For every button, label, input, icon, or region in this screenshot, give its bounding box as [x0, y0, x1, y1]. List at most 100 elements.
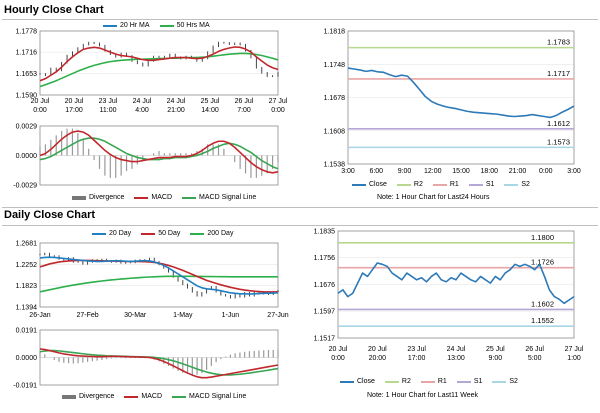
hourly-50hr-ma-line — [39, 52, 279, 88]
daily-pivot-y-tick-label: 1.1597 — [314, 309, 336, 316]
legend-swatch — [504, 183, 519, 186]
daily-pivot-y-tick-label: 1.1517 — [314, 336, 336, 343]
daily-pivot-x-tick-label: 23 Jul — [407, 346, 426, 353]
legend-swatch — [190, 232, 205, 235]
legend-label: R2 — [401, 378, 411, 385]
legend-swatch — [468, 183, 483, 186]
legend-label: MACD — [141, 393, 163, 400]
legend-swatch — [182, 196, 197, 199]
daily-200-day-line — [39, 275, 278, 293]
legend-label: S2 — [509, 378, 518, 385]
legend-swatch — [396, 183, 411, 186]
daily-pivot-x-tick-label: 1:00 — [567, 355, 581, 362]
hourly-price-y-tick-label: 1.1653 — [16, 71, 38, 78]
hourly-pivot-y-tick-label: 1.1608 — [324, 128, 346, 135]
legend-label: R1 — [449, 181, 459, 188]
legend-macd: MACD — [124, 393, 162, 400]
daily-price-y-tick-label: 1.2252 — [16, 262, 38, 269]
hourly-price-x-tick-label: 20 Jul — [31, 98, 50, 105]
hourly-price-x-tick-label: 14:00 — [201, 107, 219, 114]
daily-pivot-y-tick-label: 1.1835 — [314, 229, 336, 236]
hourly-price-x-tick-label: 7:00 — [237, 107, 251, 114]
legend-swatch — [62, 394, 76, 399]
legend-r2: R2 — [396, 181, 423, 188]
legend-swatch — [352, 183, 366, 186]
legend-swatch — [92, 232, 106, 235]
daily-pivot-r2-label: 1.1800 — [531, 233, 554, 242]
legend-s1: S1 — [468, 181, 495, 188]
hourly-macd-y-tick-label: -0.0029 — [13, 183, 37, 190]
legend-label: Divergence — [89, 194, 125, 201]
daily-pivot-x-tick-label: 26 Jul — [525, 346, 544, 353]
daily-pivot-x-tick-label: 25 Jul — [486, 346, 505, 353]
hourly-price-x-tick-label: 24 Jul — [133, 98, 152, 105]
legend-close: Close — [352, 181, 387, 188]
daily-macd-line — [39, 348, 279, 379]
daily-pivot-close-line — [337, 262, 575, 305]
daily-price-x-tick-label: 30-Mar — [124, 312, 147, 319]
legend-label: R1 — [437, 378, 447, 385]
hourly-price-y-tick-label: 1.1716 — [16, 50, 38, 57]
daily-macd-y-tick-label: 0.0191 — [16, 328, 38, 335]
legend-close: Close — [340, 378, 375, 385]
hourly-price-x-tick-label: 11:00 — [100, 107, 117, 114]
legend-divergence: Divergence — [72, 194, 124, 201]
daily-macd-y-tick-label: -0.0191 — [13, 383, 37, 390]
hourly-pivot-x-tick-label: 3:00 — [567, 168, 581, 175]
legend-label: 50 Day — [158, 230, 181, 237]
hourly-pivot-x-tick-label: 21:00 — [509, 168, 527, 175]
daily-section-title: Daily Close Chart — [4, 209, 96, 221]
daily-pivot-x-tick-label: 27 Jul — [565, 346, 584, 353]
legend-s1: S1 — [456, 378, 482, 385]
daily-pivot-x-tick-label: 24 Jul — [447, 346, 466, 353]
legend-label: 50 Hrs MA — [176, 22, 210, 29]
legend-swatch — [72, 195, 86, 200]
daily-macd-y-tick-label: 0.0000 — [16, 355, 38, 362]
legend-s2: S2 — [504, 181, 530, 188]
hourly-pivot-s2-label: 1.1573 — [547, 137, 570, 146]
legend-swatch — [124, 395, 139, 398]
legend-label: 200 Day — [207, 230, 234, 237]
legend-macd-signal: MACD Signal Line — [172, 393, 246, 400]
daily-pivot-x-tick-label: 20 Jul — [368, 346, 387, 353]
hourly-pivot-r2-label: 1.1783 — [547, 38, 570, 47]
daily-pivot-y-tick-label: 1.1756 — [314, 255, 336, 262]
legend-swatch — [172, 395, 187, 398]
hourly-price-x-tick-label: 21:00 — [167, 107, 185, 114]
hourly-20hr-ma-line — [39, 46, 279, 82]
legend-swatch — [420, 380, 435, 383]
legend-macd: MACD — [134, 194, 172, 201]
legend-r2: R2 — [384, 378, 411, 385]
daily-pivot-x-tick-label: 9:00 — [489, 355, 503, 362]
legend-label: S1 — [485, 181, 495, 188]
legend-200-day: 200 Day — [190, 230, 233, 237]
legend-swatch — [340, 380, 354, 383]
hourly-pivot-x-tick-label: 3:00 — [341, 168, 355, 175]
legend-swatch — [384, 380, 399, 383]
hourly-price-x-tick-label: 20 Jul — [65, 98, 84, 105]
daily-pivot-x-tick-label: 13:00 — [447, 355, 465, 362]
daily-pivot-plot-frame — [337, 230, 575, 339]
hourly-pivot-y-tick-label: 1.1538 — [324, 162, 346, 169]
hourly-pivot-close-line — [347, 67, 575, 119]
legend-label: MACD Signal Line — [189, 393, 247, 400]
hourly-macd-y-tick-label: 0.0000 — [16, 153, 38, 160]
legend-label: MACD — [151, 194, 173, 201]
legend-swatch — [159, 24, 174, 27]
daily-price-legend: 20 Day 50 Day 200 Day — [92, 230, 243, 237]
hourly-pivot-s1-label: 1.1612 — [547, 119, 570, 128]
hourly-pivot-x-tick-label: 15:00 — [452, 168, 470, 175]
hourly-pivot-y-tick-label: 1.1818 — [324, 29, 346, 36]
daily-pivot-x-tick-label: 20 Jul — [329, 346, 348, 353]
daily-pivot-r1-label: 1.1726 — [531, 258, 554, 267]
legend-20-day: 20 Day — [92, 230, 131, 237]
legend-swatch — [432, 183, 447, 186]
legend-s2: S2 — [492, 378, 518, 385]
hourly-price-y-tick-label: 1.1590 — [16, 93, 38, 100]
hourly-macd-legend: Divergence MACD MACD Signal Line — [72, 194, 266, 201]
daily-20-day-line — [39, 256, 279, 295]
legend-r1: R1 — [432, 181, 459, 188]
legend-label: Close — [369, 181, 387, 188]
daily-pivot-x-tick-label: 17:00 — [408, 355, 426, 362]
legend-r1: R1 — [420, 378, 447, 385]
